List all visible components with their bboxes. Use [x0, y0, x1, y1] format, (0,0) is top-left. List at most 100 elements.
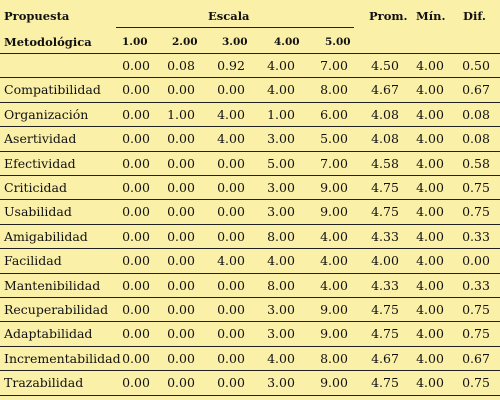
cell-value: 0.00: [122, 155, 150, 171]
row-divider: [0, 272, 500, 274]
table-row: Asertividad 0.00 0.00 4.00 3.00 5.00 4.08 4.00 0…: [0, 127, 500, 151]
escala-rule: [116, 27, 354, 28]
cell-value: 1.00: [267, 106, 295, 122]
cell-value: 0.00: [167, 82, 195, 98]
cell-value: 8.00: [267, 277, 295, 293]
cell-value: 3.00: [267, 302, 295, 317]
row-divider: [0, 345, 500, 347]
cell-value: 8.00: [320, 82, 348, 98]
cell-value: 4.00: [267, 58, 295, 73]
row-divider: [0, 150, 500, 152]
cell-value: 4.00: [320, 253, 348, 269]
cell-value: 4.00: [267, 253, 295, 269]
cell-value: 0.75: [462, 326, 490, 342]
cell-value: 4.75: [371, 180, 399, 195]
cell-value: 0.00: [217, 302, 245, 317]
cell-value: 4.00: [416, 350, 444, 366]
scale-header-1: 1.00: [122, 36, 148, 48]
row-divider: [0, 370, 500, 372]
table-row: Criticidad 0.00 0.00 0.00 3.00 9.00 4.75 4.00 0.…: [0, 176, 500, 200]
cell-value: 0.00: [122, 131, 150, 147]
cell-value: 9.00: [320, 375, 348, 391]
cell-value: 0.67: [462, 82, 490, 98]
cell-value: 0.75: [462, 302, 490, 317]
header-propuesta: Propuesta: [4, 9, 70, 23]
cell-value: 4.00: [320, 277, 348, 293]
cell-value: 4.00: [320, 228, 348, 244]
table-row: Facilidad 0.00 0.00 4.00 4.00 4.00 4.00 4.00 0.0…: [0, 249, 500, 273]
cell-value: 4.00: [416, 82, 444, 98]
cell-value: 3.00: [267, 204, 295, 220]
cell-value: 4.00: [267, 82, 295, 98]
row-divider: [0, 394, 500, 396]
cell-value: 0.00: [167, 204, 195, 220]
cell-value: 0.50: [462, 58, 490, 73]
cell-value: 4.00: [416, 131, 444, 147]
header-dif: Dif.: [463, 9, 486, 23]
cell-value: 4.58: [371, 155, 399, 171]
row-divider: [0, 321, 500, 323]
cell-value: 0.00: [122, 277, 150, 293]
cell-value: 3.00: [267, 180, 295, 195]
cell-value: 4.00: [371, 253, 399, 269]
cell-value: 4.33: [371, 277, 399, 293]
cell-value: 0.00: [167, 180, 195, 195]
cell-value: 0.00: [217, 326, 245, 342]
row-divider: [0, 101, 500, 103]
cell-value: 0.00: [122, 82, 150, 98]
cell-value: 0.33: [462, 277, 490, 293]
header-prom: Prom.: [369, 9, 408, 23]
row-label: Recuperabilidad: [4, 302, 109, 317]
scale-header-3: 3.00: [222, 36, 248, 48]
cell-value: 4.00: [217, 131, 245, 147]
row-label: Usabilidad: [4, 204, 72, 220]
cell-value: 9.00: [320, 326, 348, 342]
cell-value: 4.00: [416, 277, 444, 293]
row-label: Amigabilidad: [4, 228, 88, 244]
cell-value: 7.00: [320, 155, 348, 171]
row-divider: [0, 297, 500, 298]
cell-value: 0.00: [167, 131, 195, 147]
row-label: Mantenibilidad: [4, 277, 101, 293]
table-row: Adaptabilidad 0.00 0.00 0.00 3.00 9.00 4.75 4.0…: [0, 322, 500, 346]
table-row: Organización 0.00 1.00 4.00 1.00 6.00 4.08 4.00…: [0, 103, 500, 127]
row-label: Criticidad: [4, 180, 68, 195]
cell-value: 0.92: [217, 58, 245, 73]
scale-header-4: 4.00: [274, 36, 300, 48]
cell-value: 4.00: [416, 58, 444, 73]
cell-value: 4.00: [416, 302, 444, 317]
cell-value: 0.00: [217, 277, 245, 293]
cell-value: 0.58: [462, 155, 490, 171]
table-row: Amigabilidad 0.00 0.00 0.00 8.00 4.00 4.33 4.00…: [0, 225, 500, 249]
cell-value: 4.00: [416, 180, 444, 195]
header-min: Mín.: [416, 9, 446, 23]
cell-value: 0.00: [167, 277, 195, 293]
cell-value: 0.00: [122, 180, 150, 195]
cell-value: 3.00: [267, 375, 295, 391]
cell-value: 0.00: [167, 326, 195, 342]
cell-value: 0.00: [167, 302, 195, 317]
cell-value: 6.00: [320, 106, 348, 122]
cell-value: 4.00: [267, 350, 295, 366]
cell-value: 4.75: [371, 375, 399, 391]
row-label: Organización: [4, 106, 89, 122]
cell-value: 3.00: [267, 131, 295, 147]
cell-value: 9.00: [320, 180, 348, 195]
scale-header-5: 5.00: [325, 36, 351, 48]
cell-value: 0.00: [167, 350, 195, 366]
table-row: Incrementabilidad 0.00 0.00 0.00 4.00 8.00 4.6…: [0, 347, 500, 371]
row-label: Facilidad: [4, 253, 62, 269]
cell-value: 0.00: [122, 350, 150, 366]
cell-value: 0.75: [462, 375, 490, 391]
table-row: 0.00 0.08 0.92 4.00 7.00 4.50 4.00 0.50: [0, 54, 500, 78]
cell-value: 4.00: [416, 326, 444, 342]
cell-value: 4.75: [371, 302, 399, 317]
row-divider: [0, 77, 500, 79]
row-label: Compatibilidad: [4, 82, 101, 98]
table-row: Mantenibilidad 0.00 0.00 0.00 8.00 4.00 4.33 4.…: [0, 274, 500, 298]
cell-value: 4.00: [416, 228, 444, 244]
row-divider: [0, 248, 500, 250]
cell-value: 4.00: [416, 253, 444, 269]
scale-header-2: 2.00: [172, 36, 198, 48]
row-divider: [0, 126, 500, 128]
